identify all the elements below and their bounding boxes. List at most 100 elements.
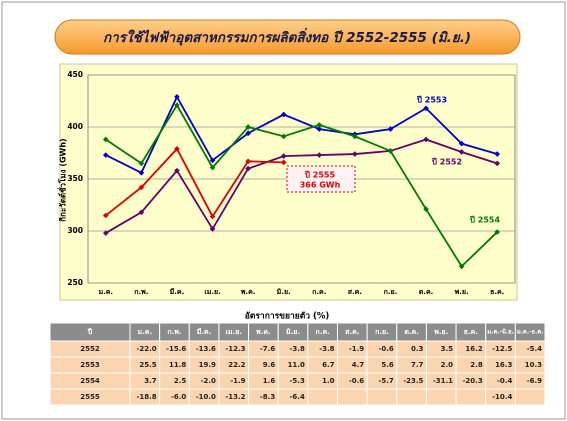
point (280, 111, 287, 118)
header-text: พ.ค. (256, 328, 271, 336)
x-tick-label: พ.ค. (241, 288, 256, 296)
point (209, 157, 216, 164)
x-tick-label: ก.ย. (384, 288, 398, 296)
point (280, 153, 287, 159)
cell-text: -3.8 (319, 345, 334, 353)
x-tick-label: พ.ย. (455, 288, 469, 296)
point (102, 136, 109, 143)
x-tick-label: ส.ค. (348, 288, 362, 296)
point (102, 152, 109, 158)
header-text: ม.ค. (138, 328, 153, 336)
cell-text: 16.3 (495, 361, 512, 369)
y-tick-label: 350 (67, 174, 83, 183)
point (352, 133, 358, 140)
point (138, 169, 145, 176)
point (423, 136, 429, 143)
header-text: ก.ย. (375, 328, 389, 336)
header-text: มี.ค. (196, 328, 211, 336)
point (209, 164, 216, 171)
cell-text: 1.6 (263, 377, 276, 385)
point (174, 146, 180, 152)
table-title: อัตราการขยายตัว (%) (245, 311, 330, 322)
header-text: ม.ค.-มิ.ย. (487, 328, 514, 336)
cell (455, 388, 487, 406)
chart-title: การใช้ไฟฟ้าอุตสาหกรรมการผลิตสิ่งทอ ปี 25… (103, 27, 471, 46)
point (458, 149, 465, 155)
point (138, 160, 145, 167)
point (245, 124, 251, 130)
cell-text: -20.3 (463, 377, 483, 385)
cell-text: 2553 (80, 361, 100, 369)
point (245, 158, 251, 165)
cell-text: -0.6 (349, 377, 364, 385)
point (280, 133, 287, 140)
point (458, 140, 465, 147)
point (174, 167, 180, 174)
cell-text: -2.0 (201, 377, 216, 385)
point (102, 212, 109, 219)
point (316, 152, 323, 158)
title-banner (54, 19, 521, 55)
series-line (105, 94, 498, 174)
point (209, 226, 216, 232)
cell-text: -0.4 (497, 377, 512, 385)
series-label: ปี 2552 (431, 157, 462, 167)
cell-text: -1.9 (230, 377, 245, 385)
y-axis-label: กิกะวัตต์ชั่วโมง (GWh) (57, 138, 68, 222)
point (494, 229, 501, 235)
annotation: 366 GWh (300, 181, 341, 190)
cell-text: 2.8 (470, 361, 483, 369)
point (494, 151, 501, 157)
header-text: ก.พ. (167, 328, 181, 336)
cell-text: -5.4 (527, 345, 542, 353)
cell-text: 19.9 (199, 361, 216, 369)
cell-text: 5.6 (381, 361, 394, 369)
cell-text: 2555 (80, 393, 100, 401)
cell-text: -3.8 (290, 345, 305, 353)
cell (396, 388, 427, 406)
point (209, 213, 216, 220)
cell-text: -6.0 (171, 393, 186, 401)
x-tick-label: ต.ค. (419, 288, 434, 296)
cell-text: 2554 (80, 377, 100, 385)
y-tick-label: 400 (67, 122, 83, 131)
point (316, 126, 323, 132)
cell-text: -0.6 (378, 345, 393, 353)
cell-text: 3.5 (441, 345, 454, 353)
cell-text: 2.5 (174, 377, 187, 385)
point (102, 230, 109, 236)
cell-text: -23.5 (403, 377, 423, 385)
x-tick-label: ม.ค. (98, 288, 113, 296)
header-text: ปี (87, 328, 93, 336)
x-tick-label: ก.พ. (134, 288, 148, 296)
point (494, 160, 501, 167)
cell-text: -22.0 (136, 345, 156, 353)
cell-text: -13.2 (225, 393, 245, 401)
point (423, 105, 429, 112)
cell-text: 11.0 (288, 361, 305, 369)
series-line (105, 103, 498, 268)
cell-text: -18.8 (136, 393, 156, 401)
cell (425, 388, 457, 406)
header-text: ส.ค. (345, 328, 359, 336)
point (245, 130, 251, 137)
cell-text: 2552 (80, 345, 100, 353)
header-text: เม.ย. (226, 328, 242, 336)
y-tick-label: 450 (67, 70, 83, 79)
header-text: ธ.ค. (464, 328, 478, 336)
point (138, 209, 145, 216)
cell-text: -7.6 (260, 345, 275, 353)
cell-text: -6.4 (290, 393, 305, 401)
y-tick-label: 300 (67, 226, 83, 235)
x-tick-label: มี.ค. (169, 288, 184, 296)
series-label: ปี 2554 (469, 215, 500, 225)
point (174, 94, 180, 100)
cell (514, 388, 546, 406)
cell-text: -12.3 (225, 345, 245, 353)
x-tick-label: เม.ย. (204, 288, 220, 296)
point (174, 102, 180, 108)
cell-text: 1.0 (322, 377, 335, 385)
x-tick-label: ก.ค. (312, 288, 326, 296)
point (316, 122, 323, 128)
